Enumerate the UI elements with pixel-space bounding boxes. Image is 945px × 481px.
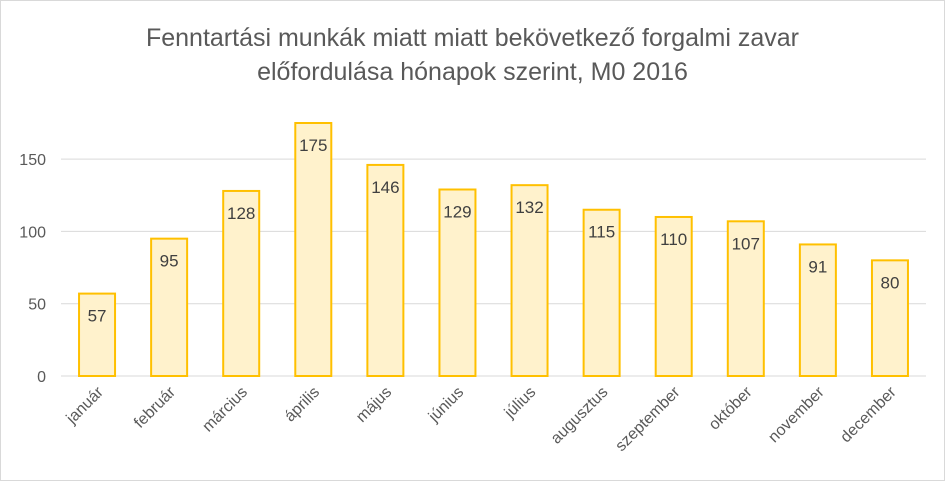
x-tick-label: október [706, 383, 756, 433]
x-tick-label: március [199, 384, 251, 436]
data-label: 129 [443, 203, 471, 222]
chart-title: Fenntartási munkák miatt miatt bekövetke… [1, 21, 944, 89]
bar [366, 163, 405, 377]
chart-title-line-2: előfordulása hónapok szerint, M0 2016 [257, 58, 688, 86]
x-tick-label: december [837, 383, 900, 446]
bar [654, 215, 693, 377]
bar [78, 292, 117, 378]
bar [294, 122, 333, 377]
x-tick-label: november [765, 383, 828, 446]
x-tick-label: május [353, 384, 395, 426]
data-label: 95 [160, 252, 179, 271]
y-tick-label: 0 [37, 369, 46, 386]
bar [726, 220, 765, 377]
y-tick-label: 50 [28, 297, 46, 314]
x-tick-label: január [63, 383, 108, 428]
x-tick-label: április [282, 384, 324, 426]
data-label: 91 [808, 257, 827, 276]
data-label: 110 [660, 230, 687, 249]
y-tick-label: 150 [19, 152, 46, 169]
x-tick-label: július [501, 384, 540, 423]
bar [582, 208, 621, 377]
data-label: 128 [227, 204, 255, 223]
data-label: 57 [88, 307, 107, 326]
x-tick-label: augusztus [548, 384, 612, 448]
x-tick-label: február [131, 383, 179, 431]
data-label: 115 [588, 223, 615, 242]
bar [870, 259, 909, 378]
bar [222, 189, 261, 377]
data-label: 107 [732, 234, 760, 253]
data-label: 175 [299, 136, 327, 155]
x-tick-label: szeptember [612, 383, 684, 455]
data-label: 146 [371, 178, 399, 197]
chart-title-line-1: Fenntartási munkák miatt miatt bekövetke… [145, 24, 800, 52]
y-tick-label: 100 [19, 224, 46, 241]
x-tick-label: június [425, 384, 467, 426]
bar [150, 237, 189, 377]
bar [510, 184, 549, 377]
bar [438, 188, 477, 377]
data-label: 80 [880, 273, 899, 292]
data-label: 132 [515, 198, 543, 217]
bar [798, 243, 837, 377]
